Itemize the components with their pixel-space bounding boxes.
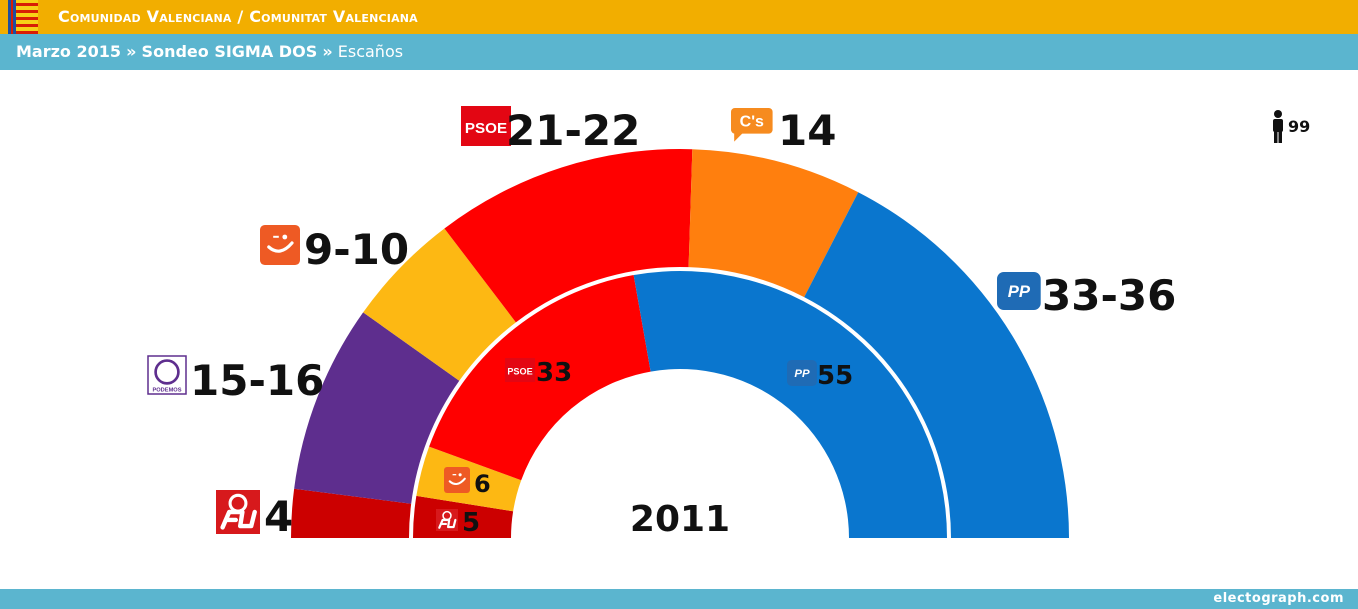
breadcrumb: Marzo 2015 » Sondeo SIGMA DOS » Escaños	[16, 42, 403, 61]
outer-segment-eu	[291, 488, 412, 538]
center-year-label: 2011	[630, 499, 730, 540]
outer-segment-cs	[688, 149, 859, 298]
outer-segment-podemos	[294, 312, 460, 504]
outer-seats-eu: 4	[264, 492, 293, 541]
total-seats: 99	[1273, 110, 1310, 143]
outer-seats-comproms: 9-10	[304, 225, 409, 274]
inner-seats-eu: 5	[462, 508, 480, 538]
inner-seats-comproms: 6	[474, 470, 491, 498]
outer-segment-psoe	[444, 149, 693, 323]
outer-seats-psoe: 21-22	[506, 106, 640, 155]
cs-logo-icon: C's	[731, 108, 773, 142]
pp-logo-icon: PP	[997, 272, 1041, 310]
psoe-logo-icon: PSOE	[461, 106, 511, 146]
inner-label-comproms: 6	[444, 467, 491, 498]
total-seats-value: 99	[1288, 117, 1310, 136]
psoe-logo-icon: PSOE	[505, 358, 535, 382]
svg-text:PSOE: PSOE	[507, 366, 532, 376]
svg-text:PP: PP	[794, 368, 810, 380]
outer-segment-pp	[804, 192, 1069, 538]
breadcrumb-bar: Marzo 2015 » Sondeo SIGMA DOS » Escaños	[0, 34, 1358, 70]
eu-logo-icon	[216, 490, 260, 534]
person-icon	[1273, 110, 1283, 143]
footer-credit: electograph.com	[1213, 591, 1344, 606]
svg-text:PP: PP	[1008, 282, 1031, 301]
header-bar: Comunidad Valenciana / Comunitat Valenci…	[0, 0, 1358, 34]
svg-text:C's: C's	[740, 114, 764, 131]
breadcrumb-metric: Escaños	[337, 42, 404, 61]
inner-label-pp: PP 55	[787, 360, 853, 391]
footer-bar: electograph.com	[0, 589, 1358, 609]
inner-label-psoe: PSOE 33	[505, 358, 572, 388]
outer-seats-cs: 14	[778, 106, 836, 155]
pp-logo-icon: PP	[787, 360, 817, 386]
valencia-flag-icon	[8, 0, 38, 34]
outer-label-eu: 4	[216, 490, 293, 541]
outer-label-comproms: 9-10	[260, 225, 409, 274]
svg-text:PODEMOS: PODEMOS	[152, 387, 181, 393]
compromis-logo-icon	[444, 467, 470, 493]
outer-seats-podemos: 15-16	[190, 356, 324, 405]
breadcrumb-separator: »	[126, 42, 137, 61]
inner-segment-pp	[633, 270, 947, 538]
outer-label-cs: C's 14	[731, 106, 836, 155]
inner-seats-psoe: 33	[536, 358, 572, 388]
compromis-logo-icon	[260, 225, 300, 265]
breadcrumb-date: Marzo 2015	[16, 42, 122, 61]
outer-ring	[291, 149, 1069, 538]
page-title: Comunidad Valenciana / Comunitat Valenci…	[58, 7, 418, 26]
outer-label-pp: PP 33-36	[997, 271, 1176, 320]
outer-segment-comproms	[363, 228, 516, 381]
outer-seats-pp: 33-36	[1042, 271, 1176, 320]
eu-logo-icon	[436, 509, 458, 531]
breadcrumb-poll: Sondeo SIGMA DOS	[141, 42, 318, 61]
podemos-logo-icon: PODEMOS	[147, 355, 187, 395]
inner-seats-pp: 55	[817, 361, 853, 391]
breadcrumb-separator: »	[322, 42, 333, 61]
inner-label-eu: 5	[436, 508, 480, 538]
svg-text:PSOE: PSOE	[465, 120, 507, 137]
outer-label-podemos: PODEMOS 15-16	[147, 355, 324, 405]
inner-segment-psoe	[429, 275, 651, 481]
